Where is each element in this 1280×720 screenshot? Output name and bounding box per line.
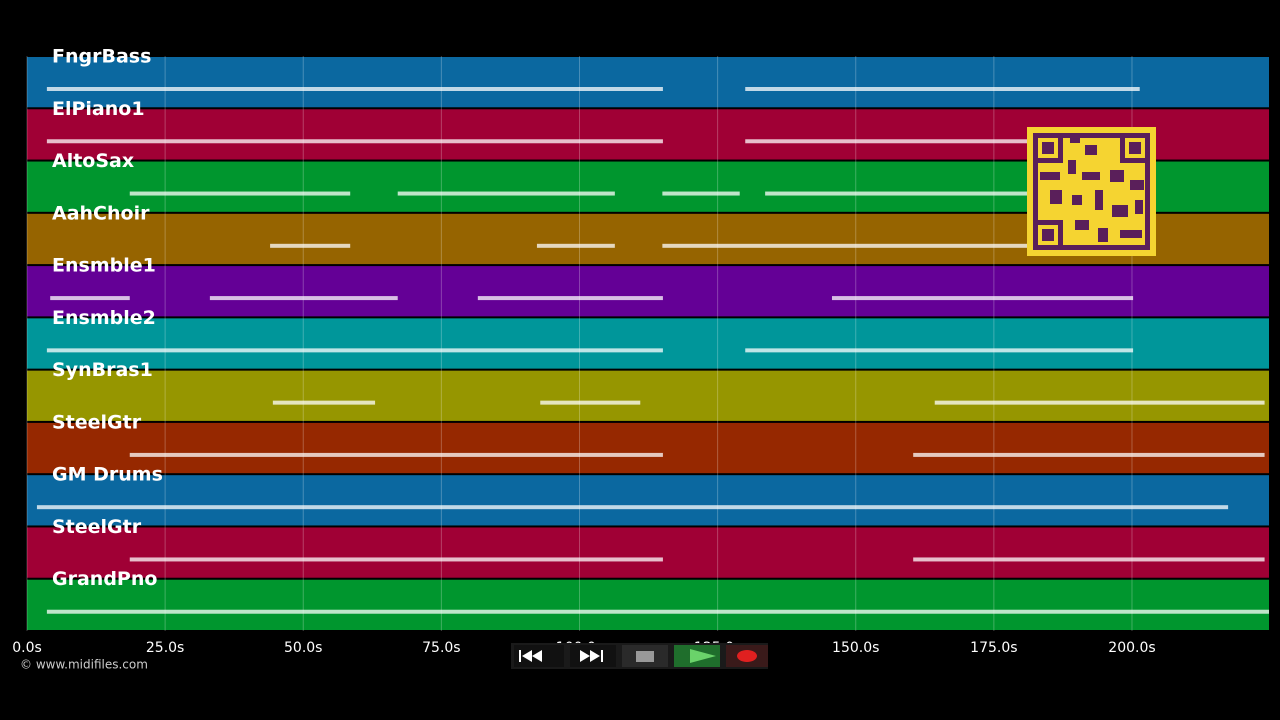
tick-label: 75.0s [422,640,460,656]
forward-button[interactable] [570,645,616,667]
tick-label: 0.0s [12,640,42,656]
track-row [27,318,1269,369]
note-segment [745,348,1134,353]
track-row [27,266,1269,317]
rewind-button[interactable] [514,645,564,667]
track-name: Ensmble2 [52,307,156,329]
note-segment [662,243,1030,248]
note-segment [129,557,663,562]
note-segment [765,191,1030,196]
tick-label: 50.0s [284,640,322,656]
note-segment [745,139,1030,144]
notes [36,87,1270,614]
track-name: SynBras1 [52,359,153,381]
track-labels: FngrBass ElPiano1 AltoSax AahChoir Ensmble1 E… [52,46,163,591]
track-row [27,475,1269,526]
grid [26,56,1133,631]
track-name: FngrBass [52,46,151,68]
track-name: GrandPno [52,568,157,590]
note-segment [209,296,398,301]
note-segment [745,87,1140,91]
note-segment [46,348,663,353]
note-segment [536,243,615,248]
note-segment [272,400,376,405]
tick-label: 25.0s [146,640,184,656]
track-name: AahChoir [52,202,150,224]
qr-code [1027,127,1156,256]
note-segment [46,609,1270,614]
track-name: AltoSax [52,150,134,172]
track-name: GM Drums [52,464,163,486]
tick-label: 175.0s [970,640,1017,656]
stop-button[interactable] [622,645,668,667]
note-segment [477,296,663,301]
note-segment [129,191,351,196]
note-segment [831,296,1134,301]
track-row [27,579,1269,630]
note-segment [913,557,1265,562]
copyright: © www.midifiles.com [20,658,148,672]
track-name: Ensmble1 [52,255,156,277]
note-segment [46,87,663,91]
tick-label: 150.0s [832,640,879,656]
transport-controls [511,643,768,669]
track-row [27,527,1269,578]
track-name: SteelGtr [52,411,142,433]
track-name: ElPiano1 [52,98,145,120]
track-name: SteelGtr [52,516,142,538]
note-segment [270,243,351,248]
play-button[interactable] [674,645,720,667]
note-segment [50,296,130,301]
note-segment [129,452,663,457]
tick-label: 200.0s [1108,640,1155,656]
note-segment [36,505,1229,510]
note-segment [934,400,1265,405]
record-button[interactable] [726,645,768,667]
note-segment [662,191,740,196]
note-segment [913,452,1265,457]
track-row [27,422,1269,474]
note-segment [540,400,641,405]
track-row [27,370,1269,421]
note-segment [397,191,615,196]
track-row [27,57,1269,108]
note-segment [46,139,663,144]
